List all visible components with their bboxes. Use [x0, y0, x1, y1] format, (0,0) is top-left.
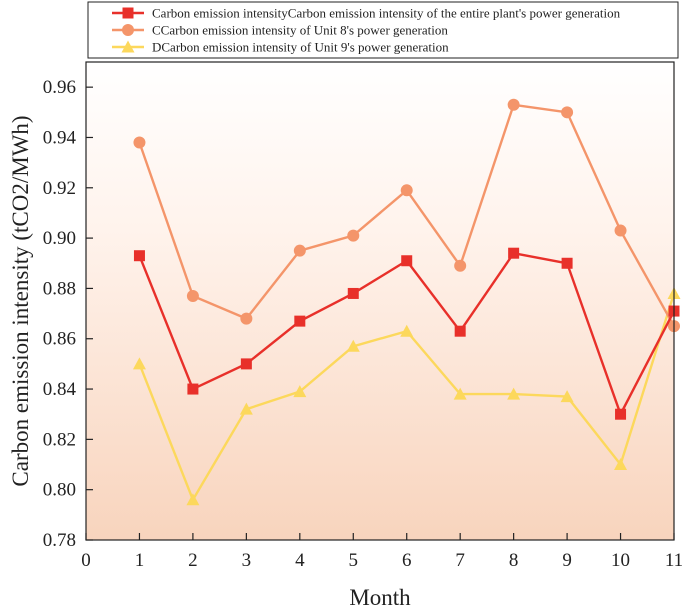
- data-point: [454, 325, 466, 337]
- legend-marker: [122, 7, 134, 19]
- y-tick-label: 0.84: [43, 379, 77, 400]
- data-point: [508, 247, 520, 259]
- data-point: [560, 390, 574, 403]
- x-tick-label: 4: [295, 550, 305, 571]
- x-tick-label: 5: [349, 550, 359, 571]
- data-point: [614, 224, 627, 237]
- data-point: [401, 255, 413, 267]
- data-point: [239, 402, 253, 415]
- y-axis-title: Carbon emission intensity (tCO2/MWh): [8, 115, 33, 486]
- data-point: [293, 385, 307, 398]
- y-axis-ticks: 0.78 0.80 0.82 0.84 0.86 0.88 0.90 0.92 0.94 0.96: [43, 77, 93, 551]
- x-tick-label: 2: [188, 550, 198, 571]
- y-tick-label: 0.88: [43, 278, 76, 299]
- data-point: [347, 287, 359, 299]
- x-axis-title: Month: [349, 585, 411, 610]
- data-point: [561, 106, 574, 119]
- data-point: [186, 289, 199, 302]
- x-tick-label: 8: [509, 550, 519, 571]
- data-point: [132, 357, 146, 370]
- legend-label: DCarbon emission intensity of Unit 9's p…: [152, 40, 449, 55]
- plot-frame: [85, 61, 675, 541]
- data-point: [347, 229, 360, 242]
- data-point: [186, 493, 200, 506]
- data-point: [240, 358, 252, 370]
- data-point: [614, 458, 628, 471]
- x-tick-label: 11: [665, 550, 683, 571]
- data-point: [561, 257, 573, 269]
- y-tick-label: 0.82: [43, 429, 76, 450]
- data-point: [293, 244, 306, 257]
- data-point: [453, 387, 467, 400]
- plot-background: [86, 62, 674, 540]
- y-tick-label: 0.92: [43, 178, 76, 199]
- y-tick-label: 0.80: [43, 480, 76, 501]
- data-point: [346, 339, 360, 352]
- data-point: [507, 98, 520, 111]
- legend-box: [87, 1, 679, 59]
- data-point: [133, 250, 145, 262]
- data-point: [187, 383, 199, 395]
- data-point: [133, 136, 146, 149]
- x-tick-label: 10: [611, 550, 630, 571]
- x-tick-label: 9: [562, 550, 572, 571]
- x-tick-label: 0: [81, 550, 91, 571]
- x-tick-label: 1: [135, 550, 145, 571]
- data-point: [454, 259, 467, 272]
- legend: Carbon emission intensityCarbon emission…: [87, 1, 679, 59]
- x-axis-ticks: 0 1 2 3 4 5 6 7 8 9 10 11: [81, 533, 683, 571]
- data-point: [400, 324, 414, 337]
- x-tick-label: 7: [455, 550, 465, 571]
- y-tick-label: 0.78: [43, 530, 76, 551]
- y-tick-label: 0.86: [43, 329, 76, 350]
- legend-marker: [122, 24, 134, 36]
- series-triangle: [132, 286, 681, 506]
- data-point: [240, 312, 253, 325]
- y-tick-label: 0.96: [43, 77, 76, 98]
- data-point: [294, 315, 306, 327]
- data-point: [615, 408, 627, 420]
- legend-label: CCarbon emission intensity of Unit 8's p…: [152, 23, 448, 38]
- data-point: [507, 387, 521, 400]
- legend-marker: [121, 40, 135, 53]
- legend-label: Carbon emission intensityCarbon emission…: [152, 6, 621, 21]
- x-tick-label: 3: [242, 550, 252, 571]
- y-tick-label: 0.94: [43, 127, 77, 148]
- x-tick-label: 6: [402, 550, 412, 571]
- data-point: [400, 184, 413, 197]
- series-circle: [133, 98, 680, 333]
- series-layer: [132, 98, 681, 506]
- y-tick-label: 0.90: [43, 228, 76, 249]
